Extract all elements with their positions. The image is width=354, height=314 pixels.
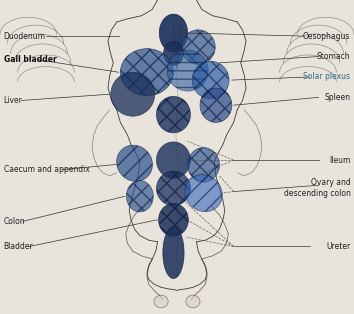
- Text: Duodenum: Duodenum: [4, 32, 46, 41]
- Ellipse shape: [200, 88, 232, 122]
- Text: Stomach: Stomach: [317, 52, 350, 61]
- Text: Ileum: Ileum: [329, 156, 350, 165]
- Ellipse shape: [156, 96, 190, 133]
- Ellipse shape: [111, 72, 155, 116]
- Text: Colon: Colon: [4, 217, 25, 226]
- Text: Liver: Liver: [4, 96, 22, 105]
- Ellipse shape: [154, 295, 168, 308]
- Ellipse shape: [120, 49, 173, 96]
- Ellipse shape: [185, 175, 222, 212]
- Text: Oesophagus: Oesophagus: [303, 32, 350, 41]
- Text: Spleen: Spleen: [325, 93, 350, 102]
- Ellipse shape: [188, 148, 219, 182]
- Ellipse shape: [186, 295, 200, 308]
- Ellipse shape: [126, 181, 153, 212]
- Text: Bladder: Bladder: [4, 242, 33, 251]
- Ellipse shape: [163, 227, 184, 279]
- Text: descending colon: descending colon: [284, 189, 350, 198]
- Text: Solar plexus: Solar plexus: [303, 73, 350, 81]
- Text: Caecum and appendix: Caecum and appendix: [4, 165, 90, 174]
- Ellipse shape: [167, 50, 208, 91]
- Ellipse shape: [164, 41, 183, 65]
- Ellipse shape: [159, 14, 188, 52]
- Text: Ureter: Ureter: [326, 242, 350, 251]
- Ellipse shape: [156, 142, 190, 178]
- Ellipse shape: [192, 61, 229, 99]
- Ellipse shape: [156, 171, 190, 206]
- Ellipse shape: [159, 203, 188, 236]
- Ellipse shape: [116, 145, 153, 181]
- Text: Gall bladder: Gall bladder: [4, 55, 56, 64]
- Ellipse shape: [181, 30, 215, 64]
- Text: Ovary and: Ovary and: [311, 178, 350, 187]
